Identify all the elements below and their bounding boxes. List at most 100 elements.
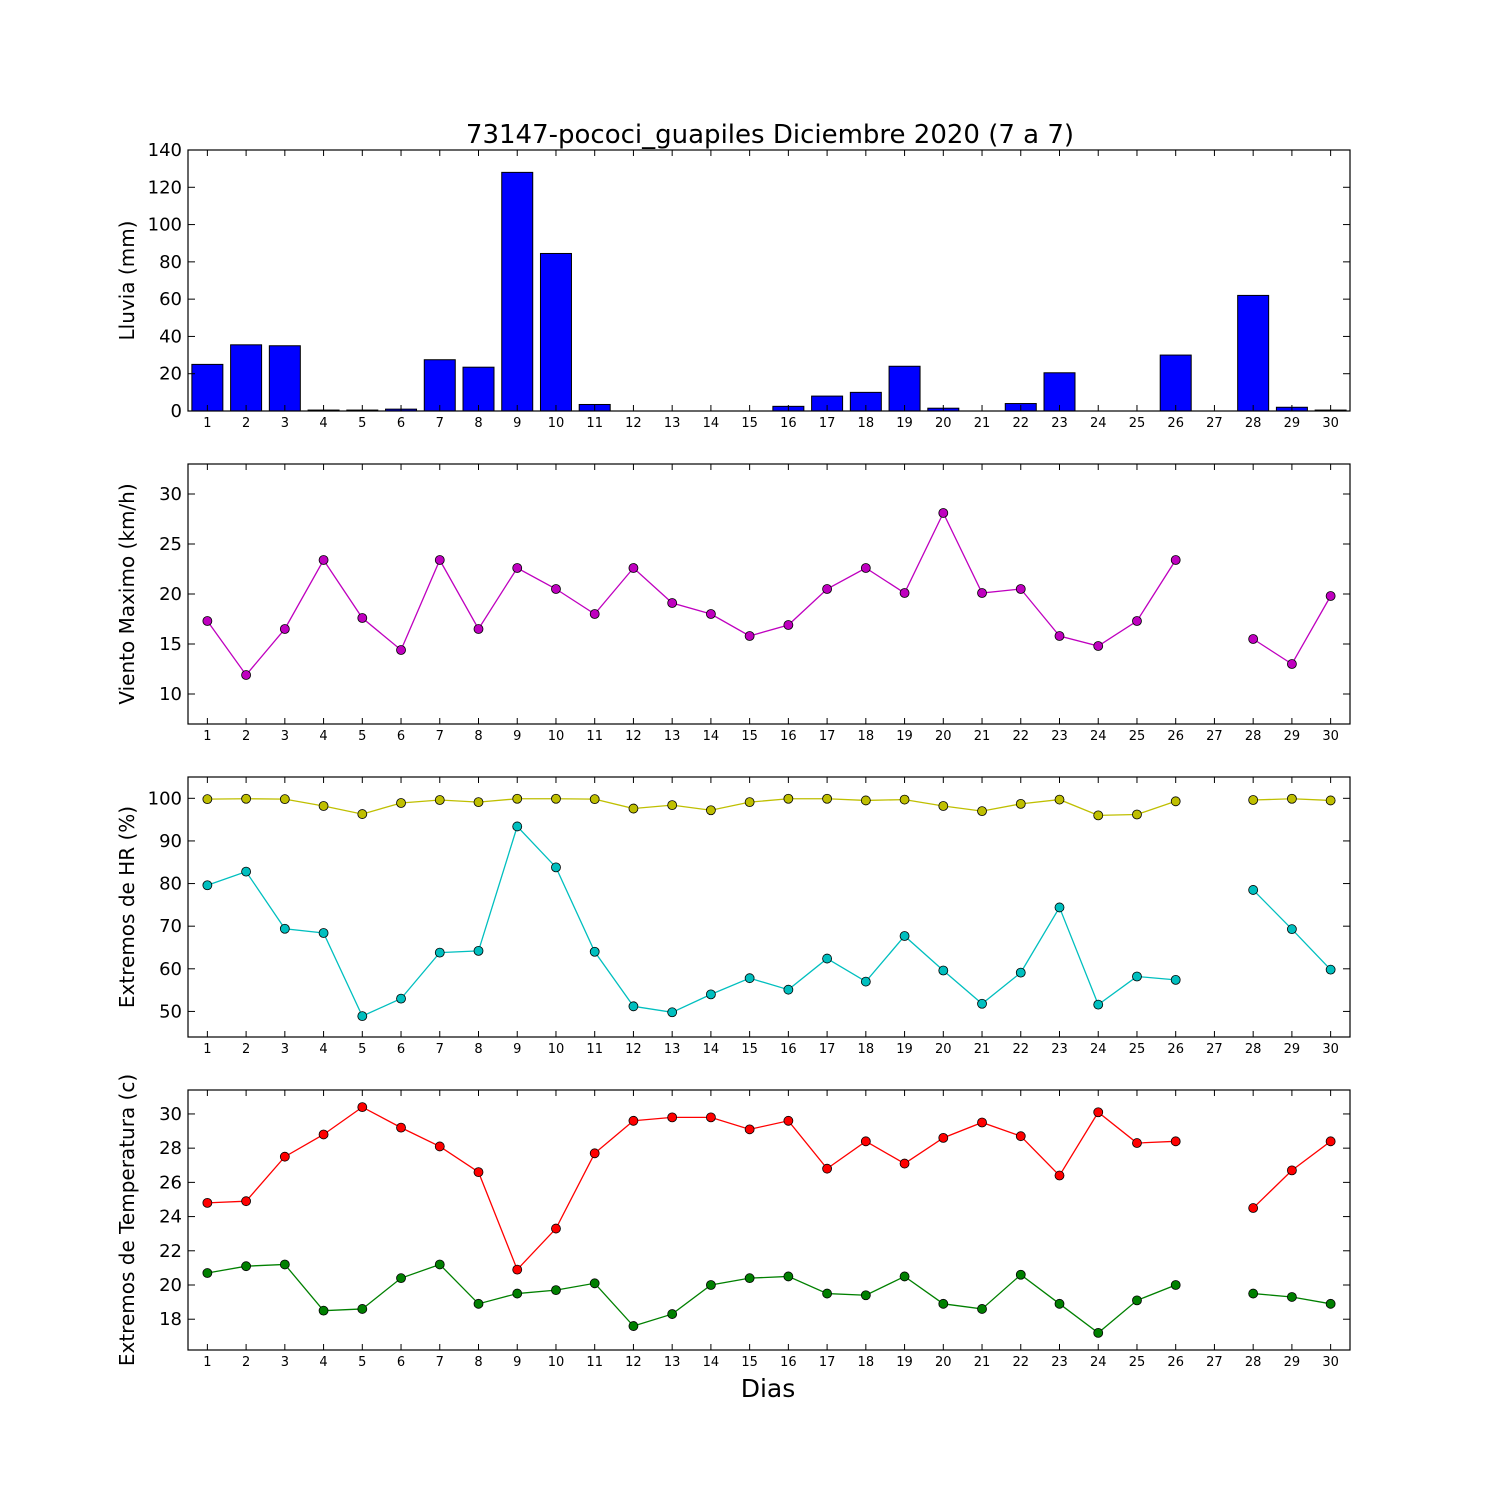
x-tick-label: 16: [780, 416, 797, 431]
panel-humedad: 1 2 3 4 5 6 7 8 9 10 11 12 13 14 15 16 17 18 19 20 21 22 23 24 2…: [115, 776, 1351, 1057]
series-2-point-day-1: [202, 1268, 213, 1278]
series-2-point-day-23: [1054, 902, 1065, 913]
x-tick-label: 10: [548, 416, 565, 431]
x-tick-label: 1: [203, 416, 211, 431]
series-1-point-day-28: [1248, 1203, 1259, 1213]
x-tick-label: 28: [1245, 1355, 1262, 1370]
series-1-point-day-13: [667, 800, 678, 811]
series-1-line-2: [1252, 595, 1332, 665]
figure-title: 73147-pococi_guapiles Diciembre 2020 (7 …: [466, 120, 1074, 150]
x-tick-label: 16: [780, 1355, 797, 1370]
series-2-point-day-18: [860, 976, 871, 987]
series-2-point-day-5: [357, 1304, 368, 1314]
x-tick-label: 22: [1012, 1355, 1029, 1370]
y-tick-label: 80: [159, 874, 182, 895]
series-1-point-day-17: [822, 584, 832, 594]
series-1-point-day-3: [279, 624, 290, 634]
series-1-point-day-16: [783, 1115, 794, 1126]
series-1-point-day-20: [938, 1132, 949, 1143]
series-1: [202, 793, 1336, 821]
series-2-point-day-4: [318, 928, 329, 938]
x-tick-label: 3: [281, 416, 289, 431]
series-2-point-day-15: [744, 1273, 755, 1284]
x-tick-label: 8: [474, 1042, 482, 1057]
x-tick-label: 8: [474, 729, 482, 744]
x-tick-label: 15: [741, 1355, 758, 1370]
series-2-point-day-29: [1287, 1292, 1297, 1302]
series-2-point-day-8: [473, 946, 484, 956]
x-tick-label: 5: [358, 729, 366, 744]
x-tick-label: 30: [1322, 1042, 1339, 1057]
x-tick-label: 20: [935, 416, 952, 431]
y-tick-label: 140: [148, 140, 182, 161]
x-tick-label: 19: [896, 729, 913, 744]
plot-frame-humedad: [187, 776, 1351, 1038]
x-tick-label: 3: [281, 729, 289, 744]
bar-day-3: [268, 345, 301, 412]
x-tick-label: 1: [203, 729, 211, 744]
series-2-point-day-2: [241, 1261, 252, 1272]
y-tick-label: 20: [159, 584, 182, 605]
series-1-line-1: [207, 1106, 1176, 1271]
x-tick-label: 10: [548, 729, 565, 744]
series-2-point-day-30: [1325, 1298, 1336, 1309]
series-1-point-day-14: [706, 1112, 716, 1123]
x-tick-label: 29: [1284, 1355, 1301, 1370]
x-tick-label: 1: [203, 1042, 211, 1057]
x-tick-label: 27: [1206, 729, 1223, 744]
plot-frame-lluvia: [187, 149, 1351, 412]
series-1-point-day-10: [551, 1223, 561, 1234]
y-axis-label: Extremos de HR (%): [115, 806, 139, 1008]
series-1-point-day-29: [1287, 793, 1297, 804]
series-2-point-day-28: [1248, 885, 1259, 895]
x-tick-label: 25: [1129, 729, 1146, 744]
x-tick-label: 2: [242, 729, 250, 744]
y-tick-label: 30: [159, 484, 182, 505]
series-2-point-day-29: [1287, 924, 1297, 935]
y-tick-label: 60: [159, 959, 182, 980]
series-1-point-day-19: [899, 794, 910, 805]
x-tick-label: 13: [664, 1042, 681, 1057]
series-1-point-day-5: [357, 613, 368, 623]
x-tick-label: 29: [1284, 1042, 1301, 1057]
series-1-point-day-7: [434, 555, 445, 565]
y-axis-label: Extremos de Temperatura (c): [115, 1074, 139, 1366]
series-1-point-day-21: [977, 1117, 987, 1128]
x-tick-label: 20: [935, 1355, 952, 1370]
x-tick-label: 21: [974, 1355, 991, 1370]
x-tick-label: 26: [1167, 1355, 1184, 1370]
x-tick-label: 29: [1284, 416, 1301, 431]
x-tick-label: 27: [1206, 416, 1223, 431]
x-tick-label: 7: [436, 1042, 444, 1057]
x-tick-label: 18: [858, 416, 875, 431]
x-tick-label: 19: [896, 1042, 913, 1057]
series-1-point-day-8: [473, 1167, 484, 1178]
y-tick-label: 24: [159, 1207, 182, 1228]
series-1-point-day-22: [1015, 1131, 1026, 1142]
y-tick-label: 25: [159, 534, 182, 555]
y-tick-label: 30: [159, 1104, 182, 1125]
series-1: [202, 508, 1336, 680]
y-axis-label: Viento Maximo (km/h): [115, 483, 139, 704]
x-tick-label: 25: [1129, 1355, 1146, 1370]
y-tick-label: 22: [159, 1241, 182, 1262]
x-tick-label: 20: [935, 1042, 952, 1057]
x-tick-label: 23: [1051, 1355, 1068, 1370]
series-1-point-day-28: [1248, 795, 1259, 805]
series-2-point-day-17: [822, 1288, 832, 1299]
series-2: [202, 821, 1336, 1022]
y-tick-label: 90: [159, 831, 182, 852]
x-tick-label: 21: [974, 729, 991, 744]
series-1-point-day-23: [1054, 794, 1065, 805]
series-2-point-day-28: [1248, 1288, 1259, 1299]
panel-viento: 1 2 3 4 5 6 7 8 9 10 11 12 13 14 15 16 17 18 19 20 21 22 23 24 2…: [115, 463, 1351, 744]
x-tick-label: 30: [1322, 729, 1339, 744]
x-tick-label: 14: [703, 416, 720, 431]
x-tick-label: 6: [397, 416, 405, 431]
series-1-point-day-1: [202, 616, 213, 626]
series-1-point-day-15: [744, 797, 755, 808]
series-2-point-day-18: [860, 1290, 871, 1301]
x-tick-label: 11: [586, 729, 603, 744]
series-1-point-day-11: [589, 1148, 600, 1159]
x-tick-label: 12: [625, 1042, 642, 1057]
